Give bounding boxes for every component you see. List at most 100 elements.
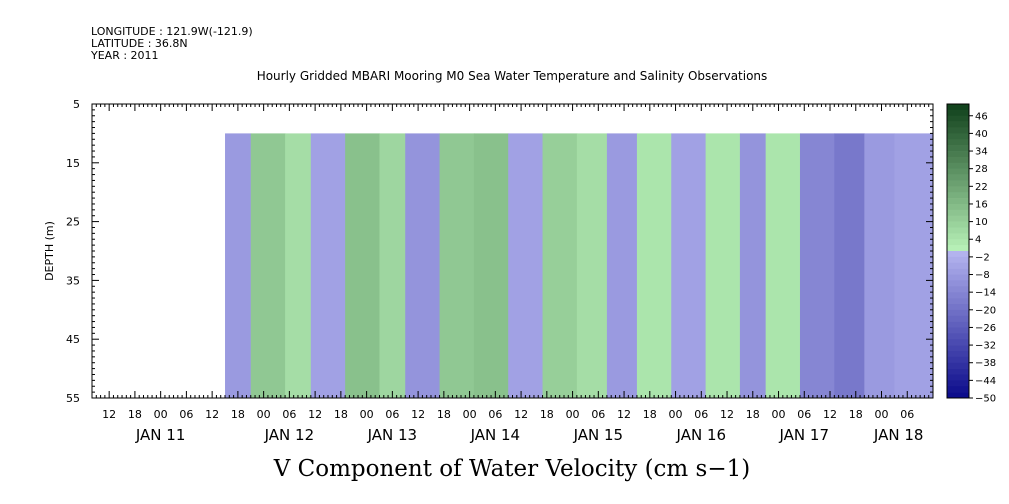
y-axis-label: DEPTH (m) (43, 221, 56, 281)
colorbar-swatch (947, 386, 969, 393)
x-day-label: JAN 12 (264, 426, 315, 444)
x-hour-label: 18 (437, 408, 451, 421)
heatmap-band-6 (405, 133, 441, 398)
x-hour-label: 12 (411, 408, 425, 421)
colorbar-swatch (947, 345, 969, 352)
colorbar-frame (946, 103, 970, 399)
y-tick-label: 55 (66, 392, 80, 405)
colorbar-swatch (947, 221, 969, 228)
heatmap-band-4 (345, 133, 380, 398)
colorbar-label: 34 (975, 147, 988, 158)
colorbar-swatch (947, 192, 969, 199)
x-hour-label: 06 (488, 408, 502, 421)
heatmap-band-15 (705, 133, 741, 398)
heatmap-band-5 (379, 133, 406, 398)
x-hour-label: 18 (849, 408, 863, 421)
colorbar-swatch (947, 121, 969, 128)
colorbar-swatch (947, 209, 969, 217)
colorbar-label: 28 (975, 164, 988, 175)
x-hour-label: 06 (797, 408, 811, 421)
colorbar-label: −44 (975, 376, 996, 387)
y-tick-label: 25 (66, 216, 80, 229)
x-hour-label: 18 (746, 408, 760, 421)
colorbar-swatch (947, 186, 969, 193)
colorbar-label: −20 (975, 305, 996, 316)
chart-title: Hourly Gridded MBARI Mooring M0 Sea Wate… (257, 69, 768, 83)
heatmap-band-20 (864, 133, 895, 398)
x-day-label: JAN 14 (470, 426, 521, 444)
colorbar-label: −32 (975, 341, 996, 352)
x-hour-label: 00 (463, 408, 477, 421)
heatmap-band-13 (636, 133, 672, 398)
colorbar-swatch (947, 303, 969, 311)
x-hour-label: 06 (694, 408, 708, 421)
colorbar-swatch (947, 356, 969, 364)
colorbar-swatch (947, 309, 969, 316)
y-tick-label: 15 (66, 157, 80, 170)
colorbar-label: 4 (975, 235, 981, 246)
latitude-label: LATITUDE : 36.8N (91, 37, 188, 50)
colorbar-swatch (947, 227, 969, 234)
colorbar-swatch (947, 168, 969, 175)
x-hour-label: 00 (772, 408, 786, 421)
colorbar-swatch (947, 174, 969, 181)
y-axis: 5 15 25 35 45 55 (66, 98, 933, 405)
x-hour-label: 00 (257, 408, 271, 421)
x-day-label: JAN 15 (573, 426, 624, 444)
x-hour-label: 00 (875, 408, 889, 421)
heatmap-band-2 (285, 133, 312, 398)
colorbar-label: −50 (975, 394, 996, 405)
variable-title: V Component of Water Velocity (cm s−1) (273, 456, 750, 482)
colorbar-swatch (947, 333, 969, 340)
colorbar-swatch (947, 198, 969, 205)
colorbar-swatch (947, 215, 969, 222)
colorbar-swatch (947, 162, 969, 169)
colorbar-swatch (947, 251, 969, 258)
colorbar-label: 10 (975, 217, 988, 228)
x-day-label: JAN 11 (135, 426, 186, 444)
x-hour-label: 00 (566, 408, 580, 421)
colorbar-swatch (947, 298, 969, 305)
heatmap-band-14 (671, 133, 707, 398)
colorbar-swatch (947, 392, 969, 399)
x-day-label: JAN 13 (367, 426, 418, 444)
x-hour-label: 12 (823, 408, 837, 421)
colorbar-swatch (947, 239, 969, 246)
x-day-label: JAN 16 (676, 426, 727, 444)
heatmap-band-8 (473, 133, 509, 398)
y-tick-label: 45 (66, 333, 80, 346)
x-hour-label: 18 (128, 408, 142, 421)
colorbar-swatch (947, 180, 969, 187)
x-hour-label: 06 (282, 408, 296, 421)
colorbar-swatch (947, 315, 969, 322)
colorbar-swatch (947, 145, 969, 152)
x-hour-label: 12 (617, 408, 631, 421)
colorbar-label: −38 (975, 358, 996, 369)
heatmap-band-7 (439, 133, 475, 398)
x-hour-label: 00 (669, 408, 683, 421)
colorbar-label: −26 (975, 323, 996, 334)
colorbar-swatch (947, 151, 969, 158)
x-hour-label: 06 (179, 408, 193, 421)
heatmap-band-18 (799, 133, 835, 398)
x-axis: 12 18 00 06 12 18 00 06 12 18 00 06 12 18 00 06 12 18 00 06… (91, 104, 934, 444)
colorbar-swatch (947, 268, 969, 275)
x-hour-label: 18 (231, 408, 245, 421)
x-day-label: JAN 18 (873, 426, 924, 444)
x-hour-label: 18 (643, 408, 657, 421)
colorbar: 46 40 34 28 22 16 10 4 −2 −8 −14 −20 −26 −32 −38 −44 −50 (946, 103, 996, 405)
heatmap-band-16 (739, 133, 767, 398)
heatmap-band-11 (576, 133, 608, 398)
colorbar-label: −2 (975, 252, 990, 263)
colorbar-label: 40 (975, 129, 988, 140)
x-hour-label: 12 (102, 408, 116, 421)
colorbar-swatch (947, 109, 969, 117)
colorbar-swatch (947, 339, 969, 346)
x-hour-label: 06 (900, 408, 914, 421)
year-label: YEAR : 2011 (90, 49, 159, 62)
colorbar-swatch (947, 374, 969, 381)
x-hour-label: 18 (334, 408, 348, 421)
colorbar-swatch (947, 104, 969, 111)
colorbar-swatch (947, 256, 969, 264)
colorbar-swatch (947, 286, 969, 293)
